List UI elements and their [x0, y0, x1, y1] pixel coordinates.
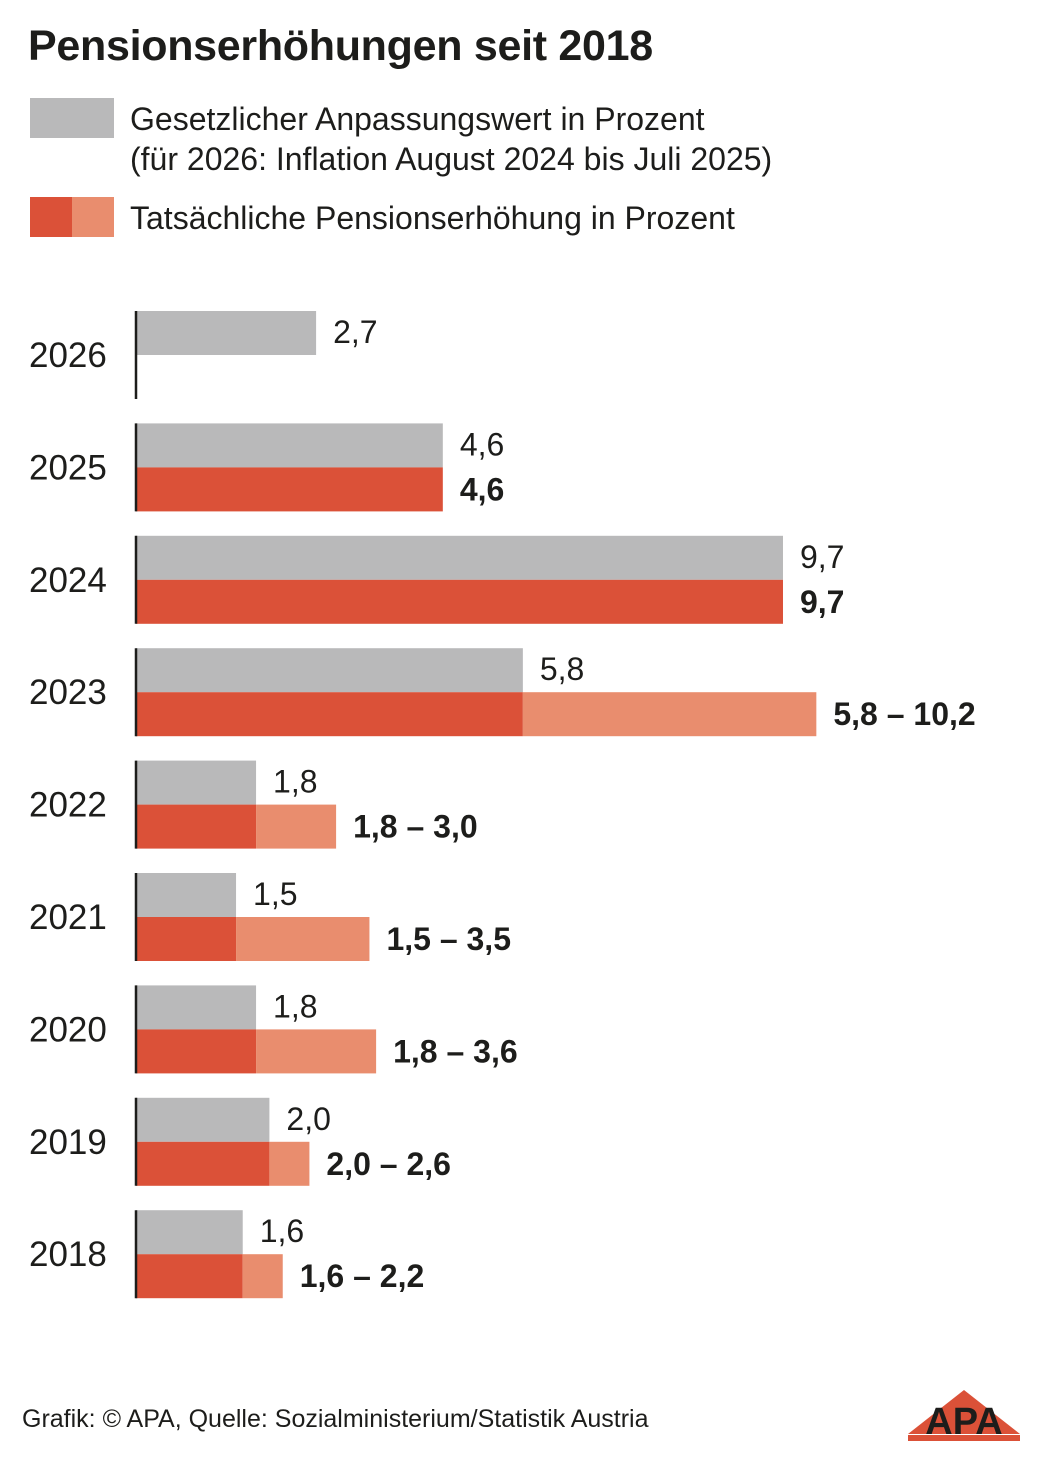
bar-actual-base [136, 692, 523, 737]
bar-actual-base [136, 1254, 243, 1299]
bar-statutory [136, 985, 257, 1030]
category-label: 2026 [29, 336, 107, 375]
category-label: 2024 [29, 561, 107, 600]
bar-actual-extra [522, 692, 817, 737]
legend-label-actual: Tatsächliche Pensionserhöhung in Prozent [130, 200, 735, 236]
data-label-statutory: 9,7 [800, 539, 844, 575]
data-label-statutory: 1,5 [253, 876, 297, 912]
legend-swatch-actual-base [30, 197, 72, 237]
bar-statutory [136, 423, 443, 468]
bar-actual-extra [256, 804, 337, 849]
data-label-actual: 1,8 – 3,6 [393, 1033, 518, 1069]
data-label-actual: 4,6 [460, 471, 504, 507]
data-label-statutory: 1,6 [260, 1213, 304, 1249]
data-label-actual: 2,0 – 2,6 [326, 1146, 451, 1182]
data-label-statutory: 1,8 [273, 764, 317, 800]
legend-label-statutory: Gesetzlicher Anpassungswert in Prozent [130, 101, 705, 137]
data-label-statutory: 1,8 [273, 988, 317, 1024]
bar-statutory [136, 873, 237, 917]
category-label: 2025 [29, 448, 107, 487]
bar-actual-extra [236, 917, 370, 961]
data-label-actual: 9,7 [800, 584, 844, 620]
bar-actual-base [136, 579, 783, 624]
bar-actual-extra [269, 1141, 310, 1186]
category-label: 2023 [29, 673, 107, 712]
bar-actual-base [136, 1029, 257, 1074]
data-label-statutory: 2,0 [286, 1101, 330, 1137]
bar-statutory [136, 648, 523, 693]
bar-statutory [136, 1210, 243, 1255]
category-label: 2018 [29, 1235, 107, 1274]
category-label: 2019 [29, 1123, 107, 1162]
bar-actual-base [136, 467, 443, 512]
bar-actual-base [136, 804, 257, 849]
chart-title: Pensionserhöhungen seit 2018 [28, 22, 653, 70]
legend-swatch-statutory [30, 98, 114, 138]
bar-statutory [136, 535, 783, 580]
category-label: 2021 [29, 898, 107, 937]
bar-statutory [136, 760, 257, 805]
legend-label-statutory-note: (für 2026: Inflation August 2024 bis Jul… [130, 141, 773, 177]
data-label-actual: 1,5 – 3,5 [386, 921, 511, 957]
apa-logo: APA [908, 1390, 1020, 1442]
bar-statutory [136, 1097, 270, 1142]
data-label-actual: 1,6 – 2,2 [300, 1258, 425, 1294]
bar-statutory [136, 311, 317, 355]
category-label: 2020 [29, 1010, 107, 1049]
bar-actual-extra [256, 1029, 377, 1074]
bar-actual-base [136, 1141, 270, 1186]
data-label-statutory: 2,7 [333, 314, 377, 350]
bar-actual-extra [242, 1254, 283, 1299]
category-label: 2022 [29, 786, 107, 825]
data-label-statutory: 5,8 [540, 651, 584, 687]
bar-actual-base [136, 917, 237, 961]
data-label-actual: 5,8 – 10,2 [833, 696, 975, 732]
legend-swatch-actual-extra [72, 197, 114, 237]
source-credit: Grafik: © APA, Quelle: Sozialministerium… [22, 1405, 649, 1433]
data-label-statutory: 4,6 [460, 426, 504, 462]
data-label-actual: 1,8 – 3,0 [353, 809, 478, 845]
